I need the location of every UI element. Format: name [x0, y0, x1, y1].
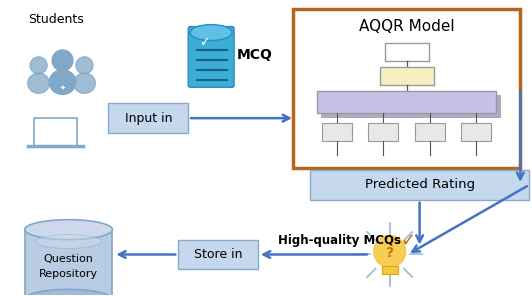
Bar: [385, 44, 429, 61]
Circle shape: [30, 57, 47, 74]
Bar: [322, 123, 352, 141]
Ellipse shape: [49, 70, 76, 94]
Bar: [321, 95, 501, 117]
Text: ✓: ✓: [200, 36, 210, 49]
Text: Store in: Store in: [194, 248, 243, 261]
Bar: [461, 123, 492, 141]
Bar: [380, 67, 434, 85]
Bar: [24, 230, 112, 296]
Bar: [381, 266, 397, 274]
Bar: [293, 9, 520, 168]
FancyBboxPatch shape: [188, 27, 234, 87]
Bar: [178, 239, 258, 269]
Text: AQQR Model: AQQR Model: [359, 19, 454, 34]
Text: ✓: ✓: [400, 231, 415, 250]
Bar: [109, 103, 188, 133]
Circle shape: [76, 57, 93, 74]
Bar: [317, 91, 496, 113]
Text: MCQ: MCQ: [237, 49, 273, 62]
Ellipse shape: [24, 289, 112, 296]
Text: Predicted Rating: Predicted Rating: [364, 178, 475, 191]
Ellipse shape: [73, 73, 95, 93]
Ellipse shape: [190, 25, 232, 41]
Bar: [415, 123, 445, 141]
Bar: [34, 118, 78, 146]
Ellipse shape: [36, 235, 102, 249]
Circle shape: [52, 50, 73, 71]
Ellipse shape: [28, 73, 49, 93]
Text: Question: Question: [44, 255, 94, 264]
Bar: [310, 170, 529, 200]
Circle shape: [373, 236, 405, 268]
Text: High-quality MCQs: High-quality MCQs: [278, 234, 401, 247]
Text: ?: ?: [386, 245, 394, 260]
Text: ✦: ✦: [60, 84, 65, 90]
Ellipse shape: [24, 220, 112, 239]
Text: Input in: Input in: [124, 112, 172, 125]
Text: Repository: Repository: [39, 269, 98, 279]
Text: Students: Students: [28, 13, 84, 26]
Bar: [368, 123, 398, 141]
